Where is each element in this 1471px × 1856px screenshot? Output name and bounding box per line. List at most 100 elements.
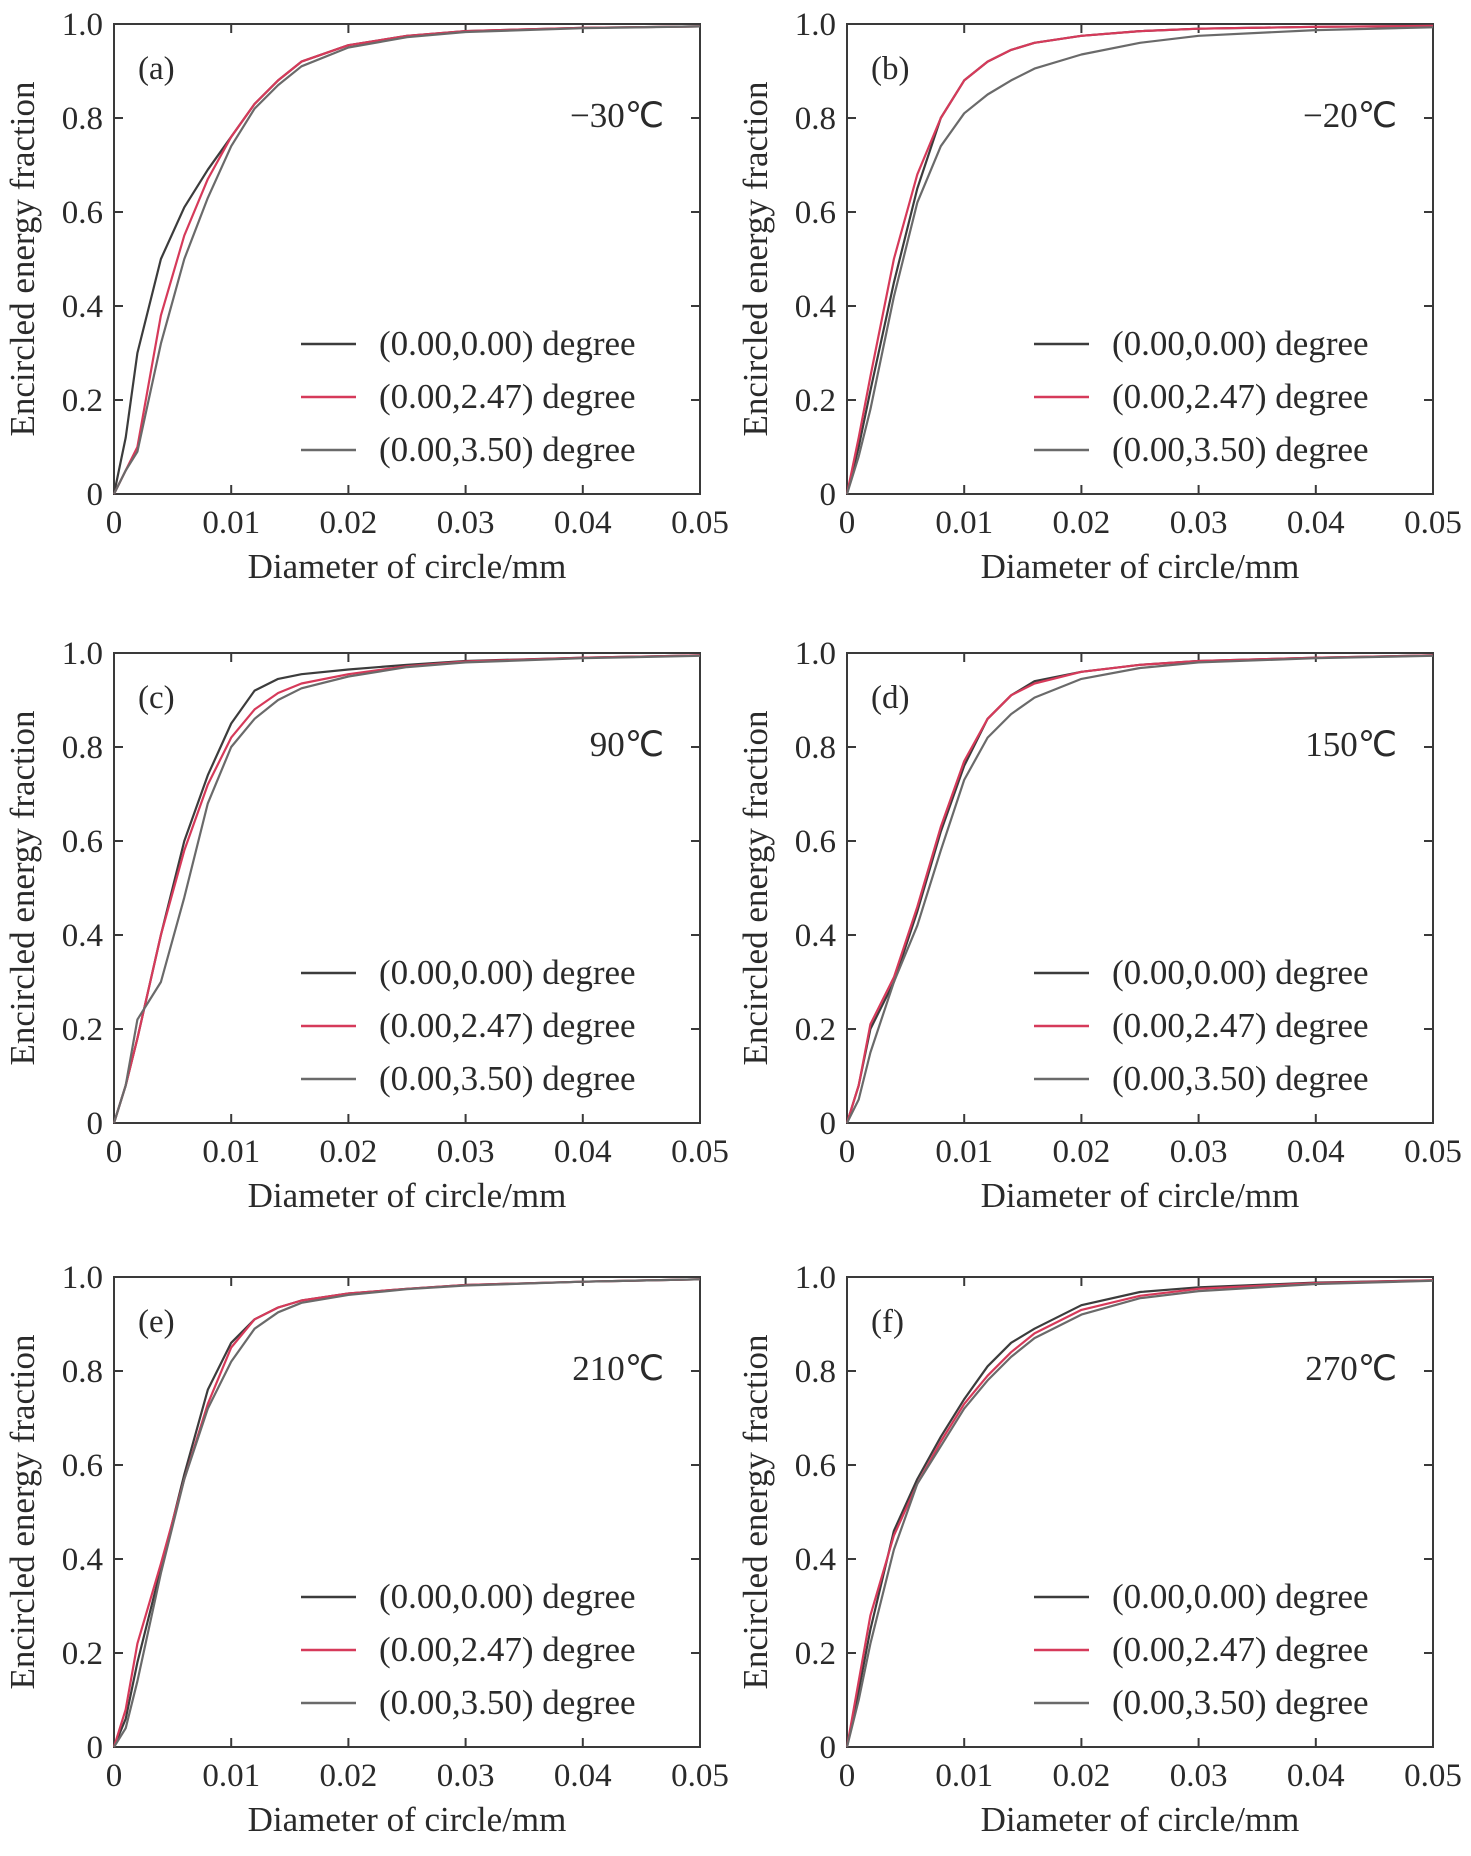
y-tick-label: 0.6 [795, 195, 836, 231]
legend-label-1: (0.00,2.47) degree [379, 1630, 636, 1669]
legend-label-0: (0.00,0.00) degree [379, 324, 636, 363]
x-tick-label: 0.03 [437, 505, 495, 541]
x-tick-label: 0 [106, 1134, 123, 1170]
x-tick-label: 0.01 [202, 505, 260, 541]
x-axis-label: Diameter of circle/mm [981, 1176, 1300, 1215]
legend-label-0: (0.00,0.00) degree [379, 953, 636, 992]
x-axis-label: Diameter of circle/mm [248, 1176, 567, 1215]
x-tick-label: 0.03 [1170, 505, 1228, 541]
legend-label-1: (0.00,2.47) degree [1112, 1006, 1369, 1045]
series-line-2 [846, 654, 1434, 1124]
y-tick-label: 1.0 [795, 636, 836, 672]
y-tick-label: 0.8 [795, 101, 836, 137]
panel-label: (a) [138, 51, 175, 87]
panel-e: 0 0.01 0.02 0.03 0.04 0.05 0 0.2 0.4 0.6 0.8 1.0 Dia… [3, 1260, 729, 1839]
y-tick-label: 0.4 [795, 1542, 836, 1578]
x-tick-label: 0.02 [1053, 1758, 1111, 1794]
temperature-label: −30℃ [570, 96, 664, 135]
temperature-label: 90℃ [590, 725, 664, 764]
y-tick-label: 1.0 [795, 7, 836, 43]
y-axis-label: Encircled energy fraction [736, 710, 775, 1065]
temperature-label: 270℃ [1305, 1349, 1397, 1388]
legend-label-2: (0.00,3.50) degree [1112, 430, 1369, 469]
x-tick-label: 0.03 [437, 1758, 495, 1794]
panel-label: (e) [138, 1304, 175, 1340]
legend-label-2: (0.00,3.50) degree [1112, 1059, 1369, 1098]
x-tick-label: 0.05 [1404, 1758, 1462, 1794]
y-tick-label: 0.2 [795, 1636, 836, 1672]
y-tick-label: 0.2 [62, 1636, 103, 1672]
plot-frame [113, 23, 701, 495]
series-line-1 [845, 1279, 1434, 1748]
x-axis-label: Diameter of circle/mm [248, 1800, 567, 1839]
x-tick-label: 0.01 [935, 1134, 993, 1170]
x-tick-label: 0.02 [320, 1134, 378, 1170]
x-axis-label: Diameter of circle/mm [981, 547, 1300, 586]
x-tick-label: 0.03 [1170, 1758, 1228, 1794]
x-tick-label: 0.02 [1053, 505, 1111, 541]
y-tick-label: 0.8 [62, 1354, 103, 1390]
plot-frame [113, 1276, 701, 1748]
y-tick-label: 0.2 [795, 1012, 836, 1048]
legend-label-1: (0.00,2.47) degree [379, 377, 636, 416]
x-axis-label: Diameter of circle/mm [981, 1800, 1300, 1839]
legend-label-1: (0.00,2.47) degree [1112, 1630, 1369, 1669]
legend-label-1: (0.00,2.47) degree [1112, 377, 1369, 416]
y-tick-label: 0.4 [62, 918, 103, 954]
plot-frame [846, 652, 1434, 1124]
x-tick-label: 0.04 [554, 505, 612, 541]
x-tick-label: 0.04 [554, 1758, 612, 1794]
legend-label-2: (0.00,3.50) degree [379, 1059, 636, 1098]
y-tick-label: 1.0 [62, 7, 103, 43]
series-line-2 [845, 26, 1434, 495]
y-tick-label: 0.2 [795, 383, 836, 419]
x-tick-label: 0.01 [202, 1134, 260, 1170]
panel-label: (b) [871, 51, 909, 87]
legend-label-0: (0.00,0.00) degree [1112, 953, 1369, 992]
x-tick-label: 0 [839, 505, 856, 541]
x-tick-label: 0.02 [320, 1758, 378, 1794]
series-line-2 [113, 1278, 701, 1748]
series-line-1 [845, 654, 1434, 1124]
panel-c: 0 0.01 0.02 0.03 0.04 0.05 0 0.2 0.4 0.6 0.8 1.0 Dia… [3, 636, 729, 1215]
x-tick-label: 0 [839, 1134, 856, 1170]
y-tick-label: 0.6 [62, 195, 103, 231]
panel-f: 0 0.01 0.02 0.03 0.04 0.05 0 0.2 0.4 0.6 0.8 1.0 Dia… [736, 1260, 1462, 1839]
x-axis-label: Diameter of circle/mm [248, 547, 567, 586]
legend-label-1: (0.00,2.47) degree [379, 1006, 636, 1045]
x-tick-label: 0.04 [1287, 505, 1345, 541]
x-tick-label: 0.04 [554, 1134, 612, 1170]
legend-label-0: (0.00,0.00) degree [379, 1577, 636, 1616]
y-tick-label: 0 [87, 1730, 104, 1766]
legend-label-2: (0.00,3.50) degree [379, 430, 636, 469]
x-tick-label: 0.01 [935, 505, 993, 541]
x-tick-label: 0.01 [202, 1758, 260, 1794]
y-tick-label: 0 [87, 1106, 104, 1142]
series-line-2 [112, 654, 701, 1124]
plot-frame [113, 652, 701, 1124]
y-axis-label: Encircled energy fraction [3, 1334, 42, 1689]
series-line-1 [845, 24, 1434, 495]
y-tick-label: 1.0 [795, 1260, 836, 1296]
y-tick-label: 0.6 [795, 824, 836, 860]
y-axis-label: Encircled energy fraction [736, 81, 775, 436]
panel-a: 0 0.01 0.02 0.03 0.04 0.05 0 0.2 0.4 0.6 0.8 1.0 Dia… [3, 7, 729, 586]
temperature-label: 210℃ [572, 1349, 664, 1388]
y-tick-label: 1.0 [62, 1260, 103, 1296]
y-axis-label: Encircled energy fraction [3, 710, 42, 1065]
y-tick-label: 0.8 [795, 730, 836, 766]
legend-label-0: (0.00,0.00) degree [1112, 1577, 1369, 1616]
panel-label: (c) [138, 680, 175, 716]
y-tick-label: 0 [87, 477, 104, 513]
x-tick-label: 0.02 [1053, 1134, 1111, 1170]
y-tick-label: 0.4 [62, 1542, 103, 1578]
panel-d: 0 0.01 0.02 0.03 0.04 0.05 0 0.2 0.4 0.6 0.8 1.0 Dia… [736, 636, 1462, 1215]
y-tick-label: 1.0 [62, 636, 103, 672]
x-tick-label: 0 [839, 1758, 856, 1794]
y-axis-label: Encircled energy fraction [3, 81, 42, 436]
y-tick-label: 0 [820, 1106, 837, 1142]
plot-frame [846, 1276, 1434, 1748]
x-tick-label: 0 [106, 1758, 123, 1794]
y-tick-label: 0.2 [62, 1012, 103, 1048]
